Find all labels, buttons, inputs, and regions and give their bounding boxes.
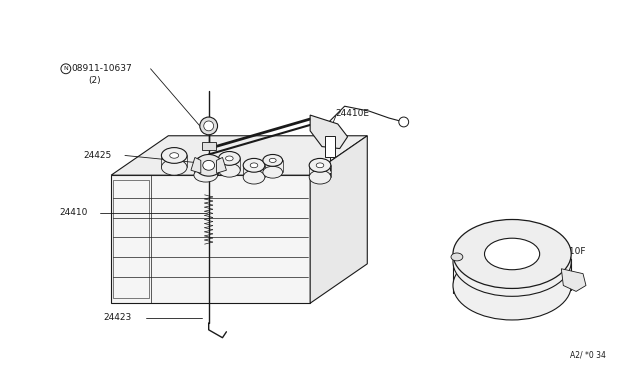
Bar — [202, 142, 216, 150]
Polygon shape — [191, 157, 201, 173]
Text: 24423: 24423 — [103, 314, 132, 323]
Text: 24410: 24410 — [59, 208, 87, 217]
Ellipse shape — [243, 170, 265, 184]
Ellipse shape — [161, 160, 187, 175]
Text: 24410F: 24410F — [552, 247, 586, 257]
Circle shape — [399, 117, 409, 127]
Ellipse shape — [195, 154, 223, 176]
Text: A2/ *0 34: A2/ *0 34 — [570, 351, 605, 360]
Ellipse shape — [451, 253, 463, 261]
Ellipse shape — [194, 168, 218, 182]
Ellipse shape — [309, 170, 331, 184]
Ellipse shape — [161, 148, 187, 163]
Ellipse shape — [194, 157, 218, 170]
Ellipse shape — [203, 160, 214, 170]
Circle shape — [200, 117, 218, 135]
Polygon shape — [216, 157, 227, 173]
Bar — [325, 136, 335, 157]
Ellipse shape — [453, 251, 571, 320]
Ellipse shape — [263, 166, 283, 178]
Ellipse shape — [225, 156, 233, 161]
Ellipse shape — [453, 227, 571, 296]
Ellipse shape — [218, 151, 240, 165]
Ellipse shape — [269, 158, 276, 163]
Ellipse shape — [263, 154, 283, 166]
Text: 08911-10637: 08911-10637 — [72, 64, 132, 73]
Ellipse shape — [243, 158, 265, 172]
Text: (2): (2) — [88, 76, 101, 85]
Polygon shape — [561, 269, 586, 291]
Polygon shape — [111, 175, 310, 303]
Ellipse shape — [170, 153, 179, 158]
Ellipse shape — [316, 163, 324, 168]
Ellipse shape — [453, 219, 571, 288]
Ellipse shape — [250, 163, 258, 168]
Ellipse shape — [484, 238, 540, 270]
Text: 24410E: 24410E — [336, 109, 370, 118]
Polygon shape — [310, 136, 367, 303]
Circle shape — [204, 121, 214, 131]
Polygon shape — [310, 115, 348, 148]
Ellipse shape — [202, 161, 210, 166]
Text: 24425: 24425 — [84, 151, 112, 160]
Text: N: N — [63, 66, 68, 71]
Polygon shape — [111, 136, 367, 175]
Ellipse shape — [218, 163, 240, 177]
Ellipse shape — [309, 158, 331, 172]
